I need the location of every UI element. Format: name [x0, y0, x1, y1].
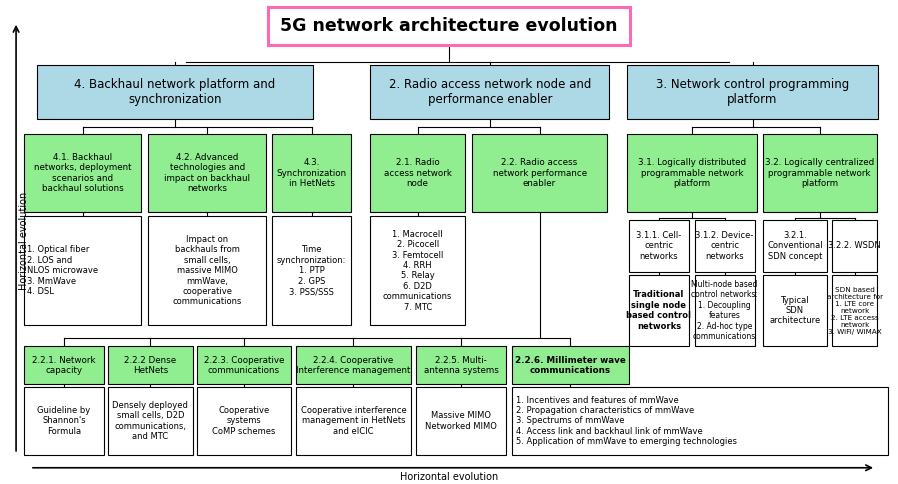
Bar	[370, 65, 609, 120]
Bar	[268, 7, 630, 45]
Bar	[762, 135, 877, 212]
Text: SDN based
architecture for
1. LTE core
network
2. LTE access
network
3. WiFi/ Wi: SDN based architecture for 1. LTE core n…	[826, 287, 883, 334]
Text: Cooperative interference
management in HetNets
and eICIC: Cooperative interference management in H…	[301, 406, 406, 436]
Bar	[295, 347, 411, 384]
Text: 2.2.4. Cooperative
Interference management: 2.2.4. Cooperative Interference manageme…	[296, 356, 410, 375]
Bar	[416, 387, 506, 455]
Bar	[512, 347, 629, 384]
Bar	[627, 65, 878, 120]
Text: Guideline by
Shannon's
Formula: Guideline by Shannon's Formula	[37, 406, 91, 436]
Text: 3.1.1. Cell-
centric
networks: 3.1.1. Cell- centric networks	[637, 231, 682, 261]
Bar	[370, 216, 465, 325]
Text: 2.2.3. Cooperative
communications: 2.2.3. Cooperative communications	[204, 356, 284, 375]
Text: Massive MIMO
Networked MIMO: Massive MIMO Networked MIMO	[425, 411, 497, 431]
Text: 4.1. Backhaul
networks, deployment
scenarios and
backhaul solutions: 4.1. Backhaul networks, deployment scena…	[34, 153, 131, 193]
Text: Typical
SDN
architecture: Typical SDN architecture	[770, 296, 821, 325]
Text: 2.1. Radio
access network
node: 2.1. Radio access network node	[383, 158, 452, 188]
Bar	[370, 135, 465, 212]
Bar	[832, 220, 877, 272]
Bar	[762, 275, 827, 347]
Text: Densely deployed
small cells, D2D
communications,
and MTC: Densely deployed small cells, D2D commun…	[112, 401, 189, 441]
Text: Time
synchronization:
1. PTP
2. GPS
3. PSS/SSS: Time synchronization: 1. PTP 2. GPS 3. P…	[277, 245, 347, 296]
Text: Horizontal evolution: Horizontal evolution	[19, 192, 29, 290]
Text: Traditional
single node
based control
networks: Traditional single node based control ne…	[627, 290, 691, 331]
Bar	[108, 347, 193, 384]
Bar	[198, 347, 291, 384]
Bar	[695, 220, 754, 272]
Bar	[629, 220, 689, 272]
Text: 2.2.6. Millimeter wave
communications: 2.2.6. Millimeter wave communications	[515, 356, 626, 375]
Bar	[762, 220, 827, 272]
Bar	[629, 275, 689, 347]
Bar	[272, 135, 351, 212]
Text: 1. Optical fiber
2. LOS and
NLOS microwave
3. MmWave
4. DSL: 1. Optical fiber 2. LOS and NLOS microwa…	[27, 245, 98, 296]
Bar	[695, 275, 754, 347]
Text: 3.2.1.
Conventional
SDN concept: 3.2.1. Conventional SDN concept	[767, 231, 823, 261]
Text: 2.2.1. Network
capacity: 2.2.1. Network capacity	[32, 356, 95, 375]
Bar	[512, 387, 888, 455]
Bar	[24, 347, 103, 384]
Text: Horizontal evolution: Horizontal evolution	[400, 472, 498, 482]
Bar	[272, 216, 351, 325]
Bar	[24, 216, 142, 325]
Text: 1. Incentives and features of mmWave
2. Propagation characteristics of mmWave
3.: 1. Incentives and features of mmWave 2. …	[515, 396, 736, 446]
Text: 3. Network control programming
platform: 3. Network control programming platform	[656, 78, 850, 106]
Bar	[148, 216, 266, 325]
Text: 3.1. Logically distributed
programmable network
platform: 3.1. Logically distributed programmable …	[638, 158, 746, 188]
Bar	[832, 275, 877, 347]
Text: 3.2. Logically centralized
programmable network
platform: 3.2. Logically centralized programmable …	[765, 158, 875, 188]
Text: 4.2. Advanced
technologies and
impact on backhaul
networks: 4.2. Advanced technologies and impact on…	[164, 153, 251, 193]
Text: 4.3.
Synchronization
in HetNets: 4.3. Synchronization in HetNets	[277, 158, 347, 188]
Text: Cooperative
systems
CoMP schemes: Cooperative systems CoMP schemes	[212, 406, 276, 436]
Bar	[24, 387, 103, 455]
Bar	[627, 135, 756, 212]
Bar	[471, 135, 607, 212]
Text: 3.1.2. Device-
centric
networks: 3.1.2. Device- centric networks	[695, 231, 754, 261]
Bar	[148, 135, 266, 212]
Text: 2.2.5. Multi-
antenna systems: 2.2.5. Multi- antenna systems	[424, 356, 498, 375]
Bar	[198, 387, 291, 455]
Bar	[37, 65, 313, 120]
Text: 5G network architecture evolution: 5G network architecture evolution	[280, 17, 618, 35]
Text: 3.2.2. WSDN: 3.2.2. WSDN	[828, 242, 881, 250]
Bar	[24, 135, 142, 212]
Text: 2.2. Radio access
network performance
enabler: 2.2. Radio access network performance en…	[492, 158, 586, 188]
Bar	[295, 387, 411, 455]
Bar	[416, 347, 506, 384]
Text: Impact on
backhauls from
small cells,
massive MIMO
mmWave,
cooperative
communica: Impact on backhauls from small cells, ma…	[172, 235, 242, 306]
Text: 2. Radio access network node and
performance enabler: 2. Radio access network node and perform…	[389, 78, 591, 106]
Text: 4. Backhaul network platform and
synchronization: 4. Backhaul network platform and synchro…	[75, 78, 276, 106]
Text: 1. Macrocell
2. Picocell
3. Femtocell
4. RRH
5. Relay
6. D2D
communications
7. M: 1. Macrocell 2. Picocell 3. Femtocell 4.…	[383, 230, 453, 312]
Bar	[108, 387, 193, 455]
Text: Multi-node based
control networks:
1. Decoupling
features
2. Ad-hoc type
communi: Multi-node based control networks: 1. De…	[691, 280, 758, 341]
Text: 2.2.2 Dense
HetNets: 2.2.2 Dense HetNets	[124, 356, 177, 375]
